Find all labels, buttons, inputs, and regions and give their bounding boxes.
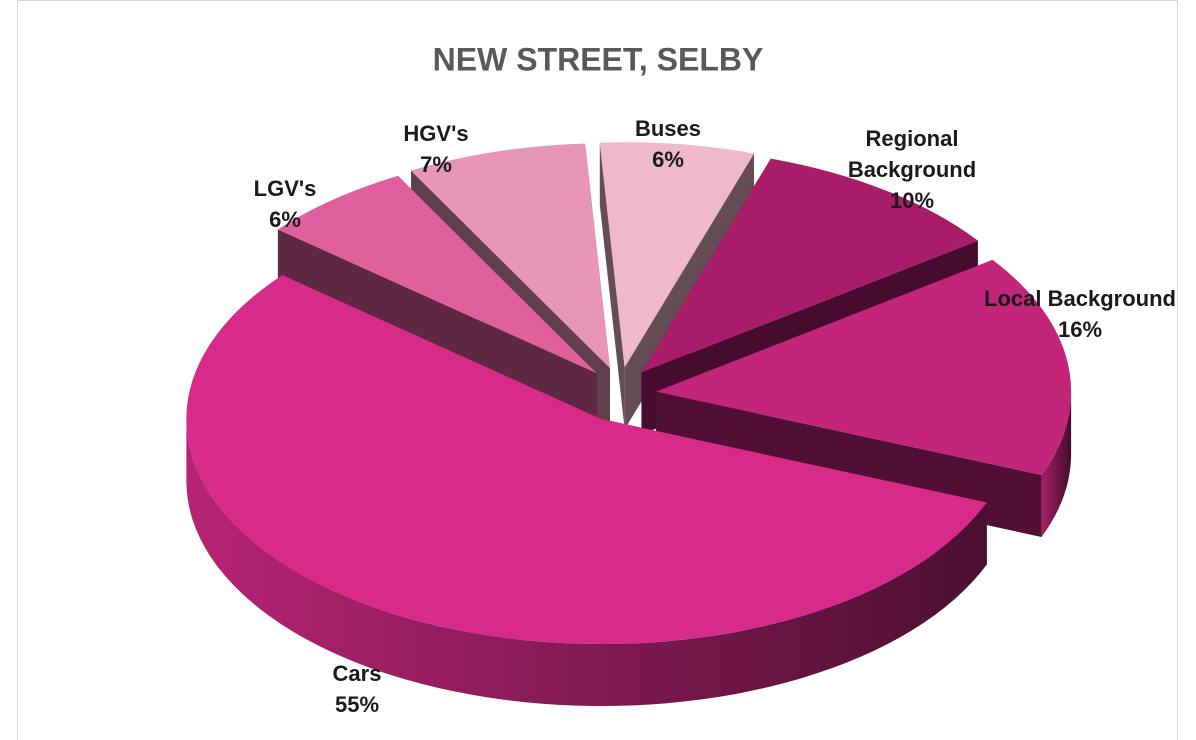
slice-side xyxy=(186,419,987,707)
label-value: 10% xyxy=(889,187,935,213)
slice-top xyxy=(411,143,610,369)
label-name: Regional Background xyxy=(847,125,977,182)
label-value: 7% xyxy=(420,152,452,177)
label-name: Cars xyxy=(332,661,382,687)
slice xyxy=(186,275,987,707)
label-value: 6% xyxy=(269,207,301,232)
slice-top xyxy=(656,259,1072,475)
chart-title: NEW STREET, SELBY xyxy=(432,41,764,78)
data-label: Buses 6% xyxy=(608,114,728,176)
label-value: 16% xyxy=(1057,317,1103,342)
chart-border xyxy=(17,0,1178,740)
label-value: 6% xyxy=(652,147,684,172)
slice-side xyxy=(1041,391,1072,537)
data-label: Cars 55% xyxy=(297,659,417,721)
data-label: Regional Background 10% xyxy=(827,124,997,216)
slice-top xyxy=(277,175,597,374)
data-label: Local Background 16% xyxy=(960,284,1196,346)
data-label: LGV's 6% xyxy=(225,174,345,236)
data-label: HGV's 7% xyxy=(376,119,496,181)
label-name: Buses xyxy=(634,116,702,142)
slice-top xyxy=(641,158,978,373)
slice-wall xyxy=(599,142,625,430)
label-name: HGV's xyxy=(403,121,469,147)
slice-top xyxy=(599,142,755,368)
label-value: 55% xyxy=(334,692,380,717)
label-name: LGV's xyxy=(253,176,317,202)
label-name: Local Background xyxy=(984,286,1176,312)
slice-top xyxy=(186,275,987,645)
